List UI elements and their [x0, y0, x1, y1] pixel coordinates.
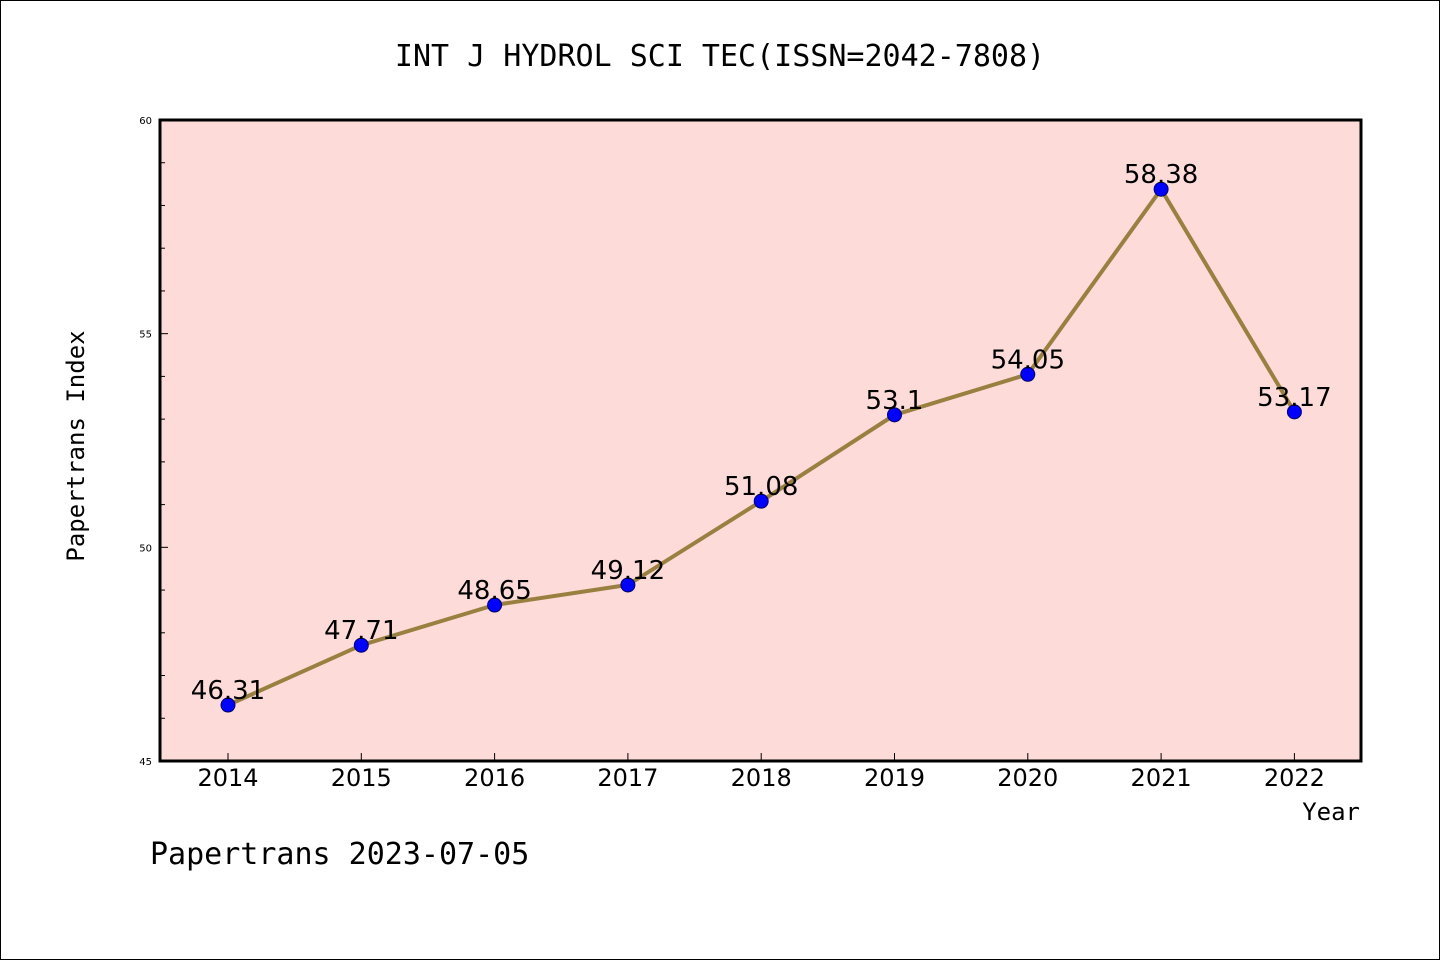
data-label-layer: 46.31 47.71 48.65 49.12 51.08 53.1 54.05 58.38 5…: [191, 160, 1332, 706]
data-point-marker: [1020, 366, 1036, 382]
x-tick-label: 2021: [1131, 764, 1192, 792]
data-label: 58.38: [1124, 160, 1198, 190]
data-point-marker: [353, 637, 369, 653]
x-axis-title: Year: [1302, 798, 1360, 826]
data-point-marker: [620, 577, 636, 593]
data-label: 53.17: [1257, 383, 1331, 413]
x-tick-label: 2019: [864, 764, 925, 792]
data-label: 49.12: [591, 556, 665, 586]
data-label: 51.08: [724, 472, 798, 502]
y-tick-label: 45: [139, 757, 152, 768]
y-tick-label: 60: [139, 116, 152, 127]
x-tick-label: 2022: [1264, 764, 1325, 792]
x-axis: 2014 2015 2016 2017 2018 2019 2020 2021 2022: [197, 753, 1325, 792]
chart-title: INT J HYDROL SCI TEC(ISSN=2042-7808): [395, 39, 1045, 74]
series-layer: [220, 181, 1302, 713]
x-tick-label: 2015: [331, 764, 392, 792]
x-tick-label: 2018: [731, 764, 792, 792]
data-point-marker: [753, 493, 769, 509]
x-tick-label: 2020: [997, 764, 1058, 792]
y-tick-label: 50: [139, 543, 152, 554]
data-point-marker: [887, 407, 902, 423]
x-tick-label: 2014: [197, 764, 258, 792]
footer-watermark-text: Papertrans 2023-07-05: [150, 837, 529, 872]
data-label: 48.65: [457, 576, 531, 606]
data-label: 54.05: [991, 345, 1065, 375]
x-tick-label: 2016: [464, 764, 525, 792]
data-point-marker: [487, 597, 503, 613]
data-point-marker: [220, 697, 236, 713]
y-axis: 45 50 55 60: [139, 116, 168, 768]
data-label: 53.1: [866, 386, 924, 416]
plot-area: [158, 118, 1363, 763]
data-label: 47.71: [324, 616, 398, 646]
data-label: 46.31: [191, 676, 265, 706]
y-axis-title: Papertrans Index: [62, 330, 90, 561]
data-point-marker: [1153, 181, 1169, 197]
y-tick-label: 55: [139, 330, 152, 341]
data-point-marker: [1286, 404, 1302, 420]
x-tick-label: 2017: [597, 764, 658, 792]
